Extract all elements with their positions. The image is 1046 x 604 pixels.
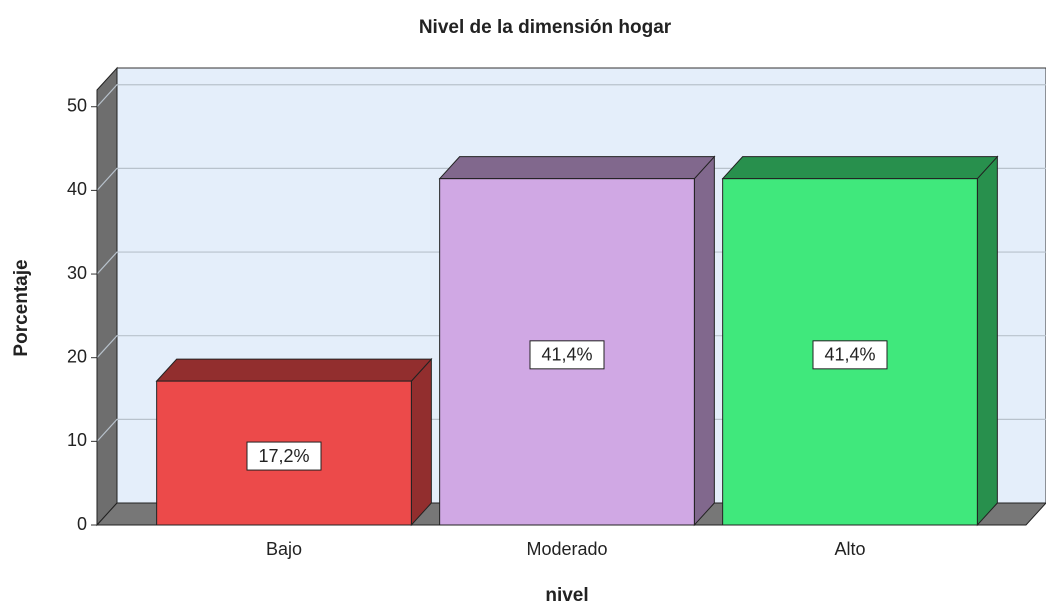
value-label: 41,4% <box>541 345 592 365</box>
x-tick-label: Bajo <box>266 539 302 559</box>
y-tick-label: 30 <box>67 263 87 283</box>
x-tick-label: Alto <box>834 539 865 559</box>
y-tick-label: 0 <box>77 514 87 534</box>
bar-side <box>976 155 998 527</box>
value-label-box <box>529 340 605 370</box>
chart-title: Nivel de la dimensión hogar <box>419 17 672 38</box>
value-label: 17,2% <box>258 446 309 466</box>
grid-line <box>96 84 1046 108</box>
y-tick-label: 40 <box>67 179 87 199</box>
value-label: 41,4% <box>824 345 875 365</box>
bar-top <box>155 358 433 382</box>
left-wall <box>96 66 118 527</box>
value-label-box <box>246 441 322 471</box>
x-axis-label: nivel <box>545 585 588 604</box>
bar-top <box>721 156 999 180</box>
y-tick-label: 10 <box>67 430 87 450</box>
x-tick-label: Moderado <box>526 539 607 559</box>
y-tick-label: 20 <box>67 346 87 366</box>
bar-side <box>693 155 715 527</box>
y-axis-label: Porcentaje <box>11 259 32 356</box>
bar-side <box>410 357 432 527</box>
bar-top <box>438 156 716 180</box>
value-label-box <box>812 340 888 370</box>
y-tick-label: 50 <box>67 95 87 115</box>
